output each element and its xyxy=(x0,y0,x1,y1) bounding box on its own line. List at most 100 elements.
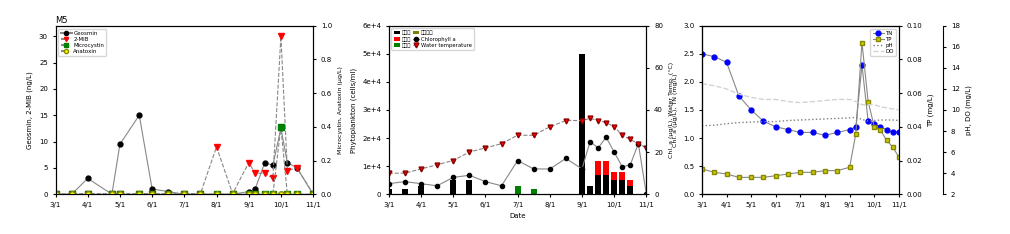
Water temperature xyxy=(415,168,427,170)
DO xyxy=(794,101,806,104)
pH xyxy=(794,119,806,121)
Y-axis label: pH, DO (mg/L): pH, DO (mg/L) xyxy=(966,85,972,135)
TP xyxy=(745,176,758,179)
TP xyxy=(855,41,868,44)
DO xyxy=(893,109,905,111)
Bar xyxy=(386,189,392,194)
Bar xyxy=(467,180,473,194)
Y-axis label: Geosmin, 2-MIB (ng/L): Geosmin, 2-MIB (ng/L) xyxy=(27,71,33,149)
DO xyxy=(819,99,831,102)
Chlorophyll a xyxy=(431,184,443,187)
TP xyxy=(819,169,831,172)
TP xyxy=(696,168,708,170)
pH xyxy=(720,122,732,125)
Water temperature xyxy=(464,151,476,154)
DO xyxy=(849,100,862,103)
pH xyxy=(887,119,899,121)
DO xyxy=(869,103,881,106)
TN xyxy=(831,131,843,134)
TN xyxy=(794,131,806,134)
Water temperature xyxy=(576,119,588,122)
TN xyxy=(720,61,732,64)
Line: Chlorophyll a: Chlorophyll a xyxy=(387,135,648,196)
X-axis label: Date: Date xyxy=(509,213,526,219)
Chlorophyll a xyxy=(399,180,411,183)
Legend: 남조류, 녹조류, 규조류, 기타조류, Chlorophyll a, Water temperature: 남조류, 녹조류, 규조류, 기타조류, Chlorophyll a, Wate… xyxy=(392,28,474,50)
Legend: TN, TP, pH, DO: TN, TP, pH, DO xyxy=(871,29,896,56)
Bar xyxy=(627,186,633,194)
pH xyxy=(758,120,770,123)
Bar xyxy=(531,189,536,194)
Legend: Geosmin, 2-MIB, Microcystin, Anatoxin: Geosmin, 2-MIB, Microcystin, Anatoxin xyxy=(59,29,106,56)
Bar xyxy=(595,161,601,175)
DO xyxy=(782,100,794,103)
DO xyxy=(875,105,887,108)
Chlorophyll a xyxy=(608,151,620,154)
TN xyxy=(782,128,794,131)
TP xyxy=(807,171,819,174)
TN xyxy=(696,52,708,55)
Chlorophyll a xyxy=(480,180,492,183)
Chlorophyll a xyxy=(415,182,427,185)
Water temperature xyxy=(496,142,508,145)
TN xyxy=(807,131,819,134)
pH xyxy=(782,119,794,122)
DO xyxy=(745,96,758,99)
TN xyxy=(819,134,831,137)
pH xyxy=(807,118,819,121)
DO xyxy=(887,108,899,110)
TP xyxy=(849,132,862,135)
Water temperature xyxy=(560,119,572,122)
Chlorophyll a xyxy=(543,168,556,170)
TP xyxy=(720,173,732,176)
Line: Water temperature: Water temperature xyxy=(387,116,648,176)
pH xyxy=(849,116,862,119)
TP xyxy=(881,139,893,142)
DO xyxy=(708,84,720,87)
Chlorophyll a xyxy=(576,168,588,170)
pH xyxy=(696,124,708,127)
Bar xyxy=(619,172,625,180)
Bar xyxy=(450,180,457,194)
TN xyxy=(863,120,875,123)
Bar xyxy=(611,172,617,180)
Chlorophyll a xyxy=(616,165,628,168)
TN xyxy=(893,131,905,134)
Water temperature xyxy=(608,125,620,128)
pH xyxy=(733,121,745,124)
Chlorophyll a xyxy=(640,193,652,196)
Bar xyxy=(587,186,593,194)
Chlorophyll a xyxy=(632,142,644,145)
TP xyxy=(863,100,875,103)
TP xyxy=(733,176,745,179)
DO xyxy=(770,98,782,101)
TP xyxy=(843,166,855,169)
TP xyxy=(770,174,782,177)
Chlorophyll a xyxy=(464,174,476,177)
DO xyxy=(881,106,893,109)
Y-axis label: Microcystin, Anatoxin (μg/L): Microcystin, Anatoxin (μg/L) xyxy=(337,66,342,154)
Water temperature xyxy=(511,134,523,137)
Bar xyxy=(402,189,408,194)
DO xyxy=(843,98,855,101)
Bar xyxy=(611,180,617,194)
DO xyxy=(807,100,819,103)
TP xyxy=(831,169,843,172)
pH xyxy=(708,124,720,127)
pH xyxy=(855,118,868,121)
TN xyxy=(855,64,868,66)
Water temperature xyxy=(480,146,492,149)
Chlorophyll a xyxy=(584,140,596,143)
pH xyxy=(831,117,843,120)
Chlorophyll a xyxy=(527,168,539,170)
pH xyxy=(819,117,831,120)
Y-axis label: TP (mg/L): TP (mg/L) xyxy=(928,93,934,127)
DO xyxy=(863,103,875,106)
TN xyxy=(849,125,862,128)
Water temperature xyxy=(632,142,644,145)
Chlorophyll a xyxy=(592,146,604,149)
DO xyxy=(733,93,745,95)
TP xyxy=(887,146,899,148)
Water temperature xyxy=(624,138,636,141)
Water temperature xyxy=(592,119,604,122)
